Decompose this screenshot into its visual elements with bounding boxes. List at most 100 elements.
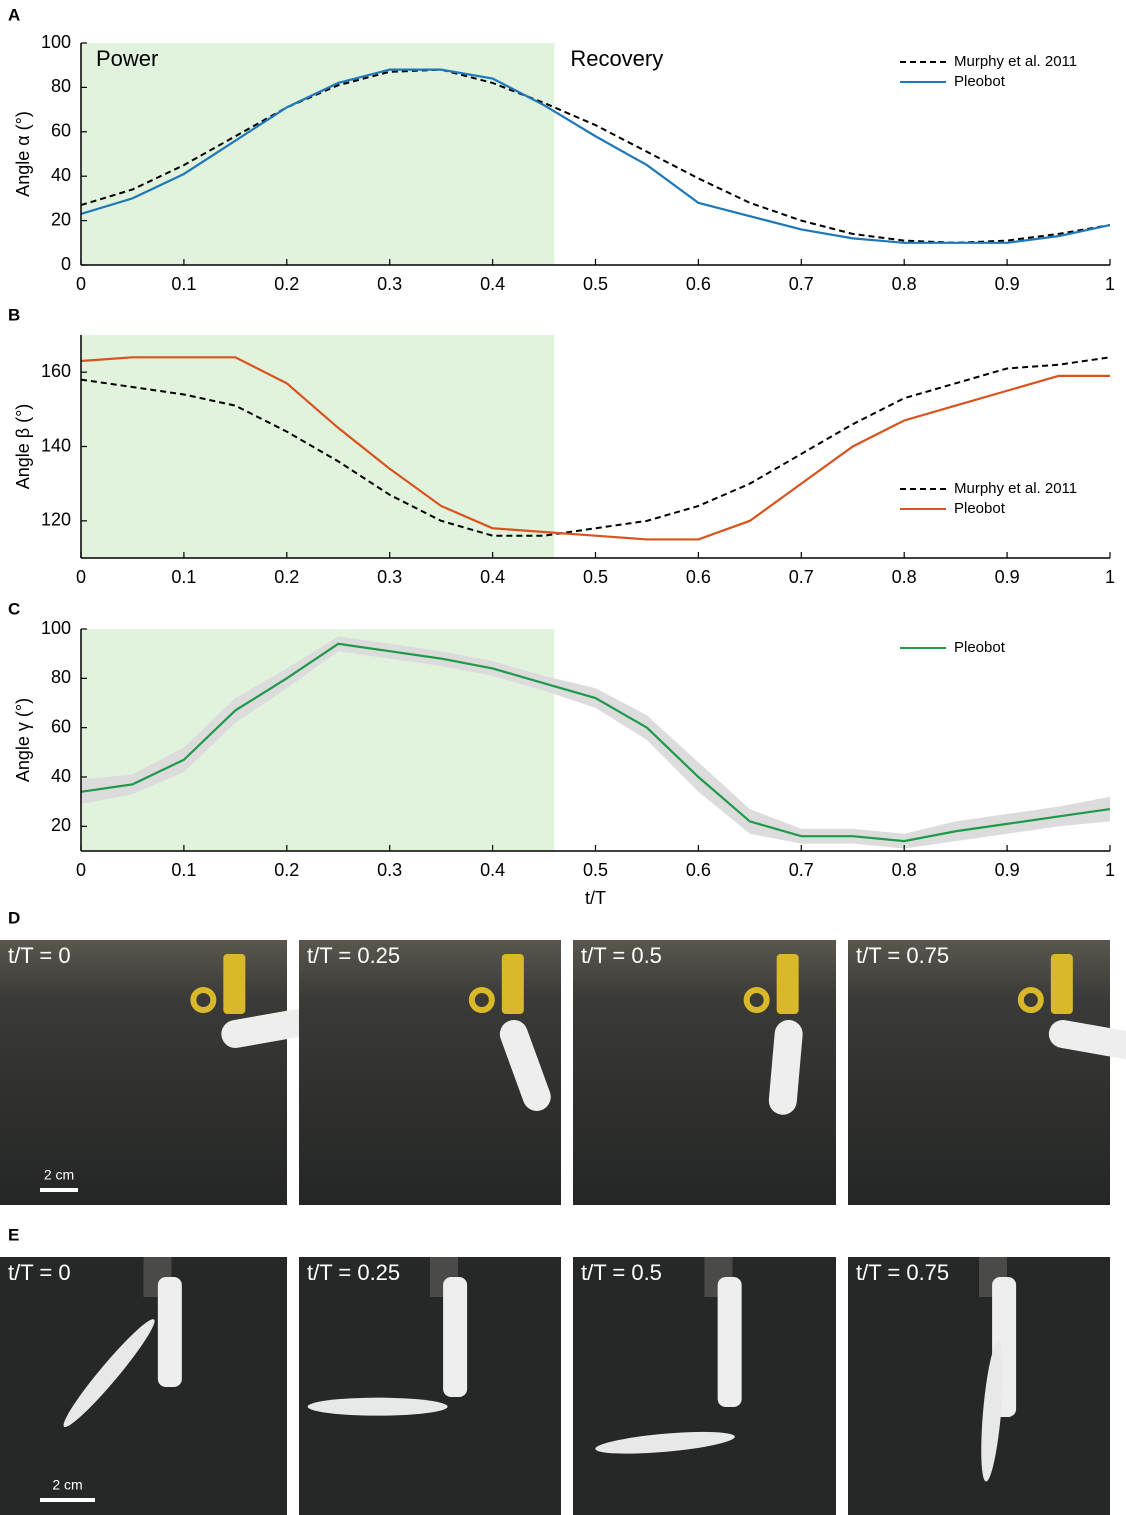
photo-frame bbox=[573, 1257, 836, 1515]
x-tick-label: 0.9 bbox=[995, 860, 1020, 880]
x-tick-label: 0.4 bbox=[480, 567, 505, 587]
x-tick-label: 0.2 bbox=[274, 567, 299, 587]
panel-label: B bbox=[8, 305, 20, 324]
limb bbox=[443, 1277, 468, 1397]
x-tick-label: 0.4 bbox=[480, 274, 505, 294]
y-axis-label: Angle α (°) bbox=[13, 111, 33, 197]
frame-label: t/T = 0.25 bbox=[307, 1260, 400, 1285]
limb bbox=[499, 1019, 551, 1111]
legend-label: Pleobot bbox=[954, 500, 1006, 517]
std-band bbox=[81, 636, 1110, 849]
limb bbox=[768, 1019, 803, 1115]
series-line bbox=[80, 68, 1111, 244]
x-tick-label: 0.7 bbox=[789, 860, 814, 880]
x-tick-label: 0.5 bbox=[583, 274, 608, 294]
mount-ring bbox=[190, 987, 217, 1013]
frame-label: t/T = 0 bbox=[8, 1260, 71, 1285]
paddle bbox=[595, 1431, 735, 1454]
x-tick-label: 0.8 bbox=[892, 274, 917, 294]
scale-label: 2 cm bbox=[52, 1477, 82, 1493]
frame-label: t/T = 0 bbox=[8, 943, 71, 968]
frame-label: t/T = 0.5 bbox=[581, 1260, 662, 1285]
panel-label: E bbox=[8, 1225, 19, 1244]
x-tick-label: 0.2 bbox=[274, 274, 299, 294]
y-tick-label: 120 bbox=[41, 510, 71, 530]
mount-ring bbox=[468, 987, 495, 1013]
y-tick-label: 20 bbox=[51, 815, 71, 835]
photo-frame bbox=[848, 1257, 1110, 1515]
paddle bbox=[981, 1342, 1003, 1482]
scale-label: 2 cm bbox=[44, 1167, 74, 1183]
frame-label: t/T = 0.5 bbox=[581, 943, 662, 968]
x-tick-label: 1 bbox=[1105, 274, 1115, 294]
x-tick-label: 0 bbox=[76, 274, 86, 294]
frame-label: t/T = 0.75 bbox=[856, 943, 949, 968]
x-tick-label: 0.6 bbox=[686, 860, 711, 880]
series-line bbox=[80, 356, 1110, 541]
limb bbox=[157, 1277, 182, 1387]
y-tick-label: 20 bbox=[51, 209, 71, 229]
x-tick-label: 0.7 bbox=[789, 274, 814, 294]
panel-label: D bbox=[8, 908, 20, 927]
legend-label: Murphy et al. 2011 bbox=[954, 480, 1077, 497]
paddle bbox=[307, 1397, 448, 1416]
y-tick-label: 100 bbox=[41, 618, 71, 638]
y-tick-label: 80 bbox=[51, 76, 71, 96]
x-tick-label: 0.1 bbox=[171, 274, 196, 294]
x-tick-label: 0.9 bbox=[995, 274, 1020, 294]
x-tick-label: 0.3 bbox=[377, 274, 402, 294]
x-tick-label: 0.8 bbox=[892, 567, 917, 587]
y-tick-label: 60 bbox=[51, 121, 71, 141]
x-tick-label: 0.3 bbox=[377, 567, 402, 587]
phase-label: Recovery bbox=[570, 46, 663, 71]
photo-frame bbox=[0, 1257, 287, 1515]
photo-frame bbox=[299, 1257, 561, 1515]
legend-label: Murphy et al. 2011 bbox=[954, 53, 1077, 70]
paddle bbox=[63, 1319, 155, 1428]
y-tick-label: 0 bbox=[61, 254, 71, 274]
x-tick-label: 1 bbox=[1105, 860, 1115, 880]
mount bbox=[501, 954, 524, 1014]
frame-label: t/T = 0.75 bbox=[856, 1260, 949, 1285]
y-tick-label: 160 bbox=[41, 361, 71, 381]
mount bbox=[776, 954, 799, 1014]
x-tick-label: 0.6 bbox=[686, 274, 711, 294]
x-tick-label: 0.7 bbox=[789, 567, 814, 587]
x-tick-label: 0.9 bbox=[995, 567, 1020, 587]
series-line bbox=[80, 642, 1111, 843]
x-tick-label: 0.3 bbox=[377, 860, 402, 880]
x-tick-label: 0.2 bbox=[274, 860, 299, 880]
x-tick-label: 0.5 bbox=[583, 860, 608, 880]
phase-label: Power bbox=[96, 46, 158, 71]
x-tick-label: 0 bbox=[76, 567, 86, 587]
x-tick-label: 0 bbox=[76, 860, 86, 880]
x-tick-label: 0.5 bbox=[583, 567, 608, 587]
x-tick-label: 0.1 bbox=[171, 860, 196, 880]
panel-label: A bbox=[8, 5, 20, 24]
panel-label: C bbox=[8, 599, 20, 618]
limb bbox=[717, 1277, 742, 1407]
x-tick-label: 0.6 bbox=[686, 567, 711, 587]
x-axis-label: t/T bbox=[585, 888, 606, 908]
y-tick-label: 100 bbox=[41, 32, 71, 52]
limb bbox=[221, 1008, 316, 1048]
frame-label: t/T = 0.25 bbox=[307, 943, 400, 968]
phase-shade bbox=[81, 43, 555, 265]
y-tick-label: 60 bbox=[51, 716, 71, 736]
x-tick-label: 0.1 bbox=[171, 567, 196, 587]
y-tick-label: 40 bbox=[51, 766, 71, 786]
y-axis-label: Angle γ (°) bbox=[13, 698, 33, 782]
mount bbox=[223, 954, 246, 1014]
y-tick-label: 140 bbox=[41, 435, 71, 455]
x-tick-label: 0.4 bbox=[480, 860, 505, 880]
series-line bbox=[80, 356, 1111, 537]
mount-ring bbox=[1017, 987, 1044, 1013]
y-axis-label: Angle β (°) bbox=[13, 404, 33, 490]
mount bbox=[1050, 954, 1073, 1014]
legend-label: Pleobot bbox=[954, 639, 1006, 656]
limb bbox=[1048, 1020, 1126, 1060]
x-tick-label: 0.8 bbox=[892, 860, 917, 880]
x-tick-label: 1 bbox=[1105, 567, 1115, 587]
y-tick-label: 40 bbox=[51, 165, 71, 185]
